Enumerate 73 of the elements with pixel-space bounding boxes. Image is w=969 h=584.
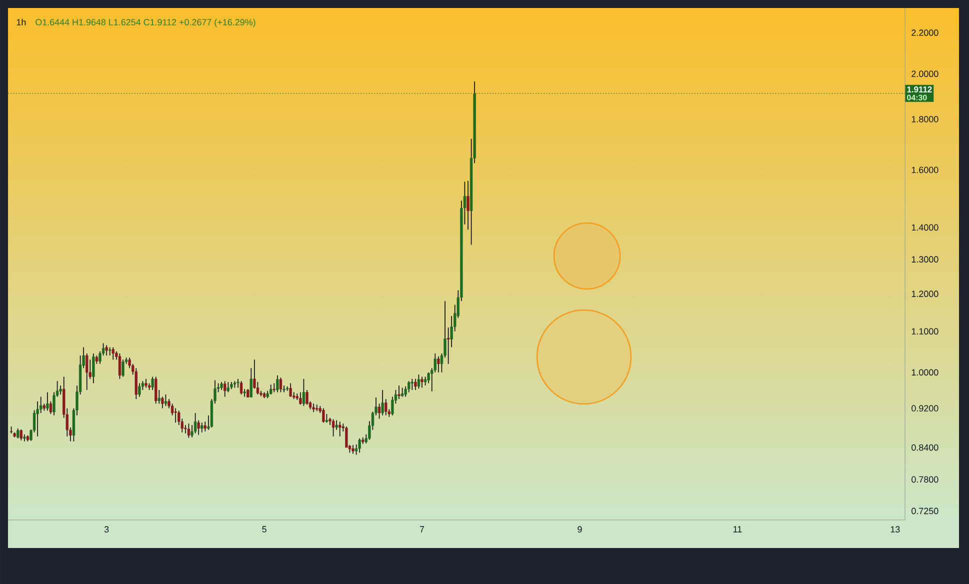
y-tick-label: 2.2000 bbox=[912, 30, 938, 36]
x-tick-label: 3 bbox=[104, 526, 109, 533]
candlestick bbox=[417, 374, 420, 390]
candlestick bbox=[398, 385, 400, 400]
candlestick bbox=[134, 368, 138, 400]
y-tick-label: 1.2000 bbox=[912, 290, 938, 298]
candlestick bbox=[299, 392, 302, 405]
candlestick bbox=[381, 390, 384, 416]
y-tick-label: 0.7800 bbox=[912, 476, 938, 483]
annotation: O1.6444 H1.9648 L1.6254 C1.9112 +0.2677 (+16.29%) bbox=[36, 18, 256, 28]
y-tick-label: 1.4000 bbox=[912, 224, 938, 231]
candlestick bbox=[158, 390, 160, 404]
x-tick-label: 7 bbox=[420, 526, 424, 532]
x-tick-label: 5 bbox=[262, 526, 266, 532]
candlestick bbox=[306, 390, 308, 405]
candlestick bbox=[243, 388, 246, 398]
candlestick bbox=[118, 353, 122, 380]
x-tick-label: 11 bbox=[733, 526, 742, 532]
y-tick-label: 1.8000 bbox=[912, 116, 938, 122]
candlestick bbox=[112, 346, 114, 360]
candlestick bbox=[164, 394, 168, 406]
candlestick bbox=[302, 378, 306, 406]
candlestick bbox=[16, 428, 20, 439]
y-tick-label: 2.0000 bbox=[912, 70, 938, 77]
candlestick bbox=[335, 420, 338, 430]
candlestick bbox=[322, 408, 325, 424]
y-tick-label: 1.1000 bbox=[912, 328, 938, 335]
candlestick bbox=[151, 376, 154, 390]
candlestick bbox=[92, 353, 95, 384]
x-tick-label: 13 bbox=[890, 526, 900, 533]
candlestick bbox=[332, 418, 335, 437]
candlestick bbox=[414, 378, 417, 390]
candlestick bbox=[154, 376, 158, 404]
y-tick-label: 0.7250 bbox=[912, 508, 938, 514]
candlestick bbox=[276, 375, 279, 393]
candlestick bbox=[270, 384, 272, 395]
x-tick-label: 9 bbox=[578, 526, 582, 533]
candlestick bbox=[108, 346, 112, 356]
text: 1h bbox=[16, 18, 26, 26]
candlestick bbox=[122, 359, 124, 378]
candlestick bbox=[384, 398, 388, 416]
candlestick bbox=[316, 404, 318, 412]
candlestick bbox=[105, 344, 108, 356]
candlestick bbox=[187, 423, 190, 438]
candlestick bbox=[20, 429, 22, 441]
y-tick-label: 0.9200 bbox=[912, 405, 938, 412]
candlestick bbox=[338, 421, 342, 437]
y-tick-label: 0.8400 bbox=[912, 444, 938, 451]
candlestick bbox=[378, 403, 381, 420]
candlestick bbox=[59, 385, 62, 395]
candlestick bbox=[466, 180, 470, 230]
candlestick bbox=[194, 412, 197, 434]
candlestick bbox=[174, 408, 177, 424]
y-tick-label: 1.0000 bbox=[912, 369, 938, 376]
candlestick bbox=[408, 380, 410, 393]
candlestick bbox=[279, 377, 282, 393]
candlestick bbox=[289, 382, 292, 398]
candlestick bbox=[226, 382, 230, 393]
candlestick bbox=[197, 420, 200, 436]
candlestick bbox=[138, 382, 141, 398]
candlestick bbox=[400, 387, 404, 398]
y-tick-label: 1.3000 bbox=[912, 256, 938, 263]
candlestick bbox=[437, 356, 440, 373]
candlestick bbox=[36, 400, 39, 437]
candlestick bbox=[358, 438, 361, 454]
y-tick-label: 1.6000 bbox=[912, 166, 938, 174]
candlestick bbox=[240, 380, 243, 395]
candlestick bbox=[420, 376, 424, 388]
ref-line-label: 1.9112 bbox=[907, 86, 932, 92]
candlestick bbox=[200, 422, 204, 433]
candlestick bbox=[224, 380, 226, 398]
candlestick bbox=[410, 378, 414, 390]
candlestick bbox=[46, 392, 49, 412]
